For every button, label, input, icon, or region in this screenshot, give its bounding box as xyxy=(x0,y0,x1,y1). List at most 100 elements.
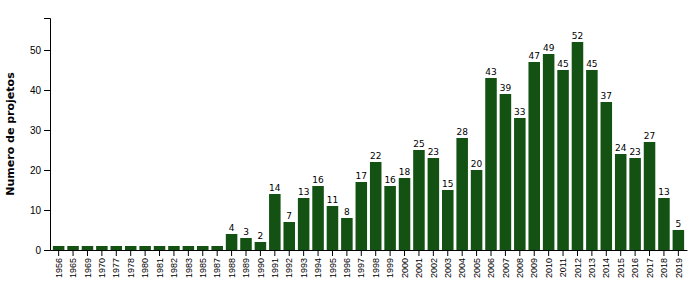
data-label: 27 xyxy=(644,131,655,141)
x-tick-mark xyxy=(635,250,636,256)
y-tick-label: 20 xyxy=(30,165,42,176)
x-tick-mark xyxy=(101,250,102,256)
x-tick: 1985 xyxy=(198,250,208,278)
x-tick-label: 1983 xyxy=(184,258,194,278)
bar xyxy=(557,70,569,250)
x-tick-label: 2015 xyxy=(616,258,626,278)
x-tick-mark xyxy=(346,250,347,256)
x-tick: 1970 xyxy=(97,250,107,278)
data-label: 47 xyxy=(529,51,540,61)
bar xyxy=(356,182,368,250)
y-tick: 30 xyxy=(30,125,50,136)
y-tick-label: 40 xyxy=(30,85,42,96)
x-tick-label: 2009 xyxy=(529,258,539,278)
x-tick-mark xyxy=(145,250,146,256)
data-label: 43 xyxy=(485,67,496,77)
bar xyxy=(96,246,108,250)
x-tick-mark xyxy=(260,250,261,256)
data-label: 3 xyxy=(243,227,249,237)
bar xyxy=(399,178,411,250)
y-axis-line xyxy=(44,19,51,251)
x-tick-mark xyxy=(548,250,549,256)
x-tick-mark xyxy=(375,250,376,256)
data-label: 5 xyxy=(675,219,681,229)
x-tick: 2013 xyxy=(587,250,597,278)
x-tick-label: 2000 xyxy=(400,258,410,278)
x-tick-mark xyxy=(491,250,492,256)
data-label: 23 xyxy=(428,147,439,157)
x-tick-mark xyxy=(404,250,405,256)
bar xyxy=(53,246,65,250)
x-tick: 1983 xyxy=(184,250,194,278)
bar xyxy=(528,62,540,250)
y-tick: 40 xyxy=(30,85,50,96)
bars xyxy=(53,42,684,250)
x-tick-label: 1989 xyxy=(241,258,251,278)
x-tick-label: 1965 xyxy=(68,258,78,278)
bar xyxy=(514,118,526,250)
bar xyxy=(111,246,123,250)
x-tick-label: 2006 xyxy=(486,258,496,278)
data-label: 39 xyxy=(500,83,512,93)
bar xyxy=(226,234,238,250)
bar xyxy=(572,42,584,250)
x-tick: 2004 xyxy=(457,250,467,278)
x-tick: 2016 xyxy=(630,250,640,278)
x-tick-mark xyxy=(173,250,174,256)
x-tick-mark xyxy=(390,250,391,256)
x-tick-mark xyxy=(678,250,679,256)
bar xyxy=(240,238,252,250)
x-tick: 1998 xyxy=(371,250,381,278)
bar xyxy=(485,78,497,250)
x-axis: 1956196519691970197719781980198119821983… xyxy=(51,250,688,278)
x-tick: 2018 xyxy=(659,250,669,278)
x-tick-mark xyxy=(433,250,434,256)
x-tick-mark xyxy=(534,250,535,256)
x-tick: 2011 xyxy=(558,250,568,277)
y-tick: 50 xyxy=(30,45,50,56)
x-tick-label: 2011 xyxy=(558,258,568,277)
x-tick-label: 1996 xyxy=(342,258,352,278)
x-tick: 2000 xyxy=(400,250,410,278)
x-tick-mark xyxy=(505,250,506,256)
y-tick: 20 xyxy=(30,165,50,176)
bar xyxy=(629,158,641,250)
data-label: 16 xyxy=(384,175,396,185)
x-tick-label: 1977 xyxy=(111,258,121,278)
x-tick: 2008 xyxy=(515,250,525,278)
bar xyxy=(428,158,440,250)
x-tick-label: 1981 xyxy=(155,258,165,278)
x-tick-mark xyxy=(73,250,74,256)
y-tick: 0 xyxy=(35,245,50,256)
x-tick: 1993 xyxy=(299,250,309,278)
data-label: 25 xyxy=(413,139,424,149)
x-tick: 1990 xyxy=(256,250,266,278)
x-tick: 2005 xyxy=(472,250,482,278)
y-tick: 10 xyxy=(30,205,50,216)
bar xyxy=(601,102,613,250)
x-tick-label: 2007 xyxy=(501,258,511,278)
data-label: 22 xyxy=(370,151,381,161)
x-tick-label: 2017 xyxy=(645,258,655,278)
bar xyxy=(168,246,180,250)
bar xyxy=(615,154,627,250)
bar xyxy=(183,246,195,250)
x-tick: 1996 xyxy=(342,250,352,278)
x-tick: 2002 xyxy=(429,250,439,278)
y-tick-mark xyxy=(44,130,50,131)
x-tick-label: 2019 xyxy=(674,258,684,278)
x-tick-label: 2014 xyxy=(601,258,611,278)
data-label: 37 xyxy=(601,91,612,101)
data-label: 24 xyxy=(615,143,627,153)
bar xyxy=(413,150,425,250)
y-tick-mark xyxy=(44,90,50,91)
x-tick-mark xyxy=(318,250,319,256)
data-label: 13 xyxy=(658,187,669,197)
bar xyxy=(211,246,223,250)
x-tick: 1977 xyxy=(111,250,121,278)
x-tick-mark xyxy=(217,250,218,256)
x-tick: 1982 xyxy=(169,250,179,278)
x-tick-label: 1991 xyxy=(270,258,280,278)
x-tick-label: 1999 xyxy=(385,258,395,278)
x-tick-mark xyxy=(577,250,578,256)
